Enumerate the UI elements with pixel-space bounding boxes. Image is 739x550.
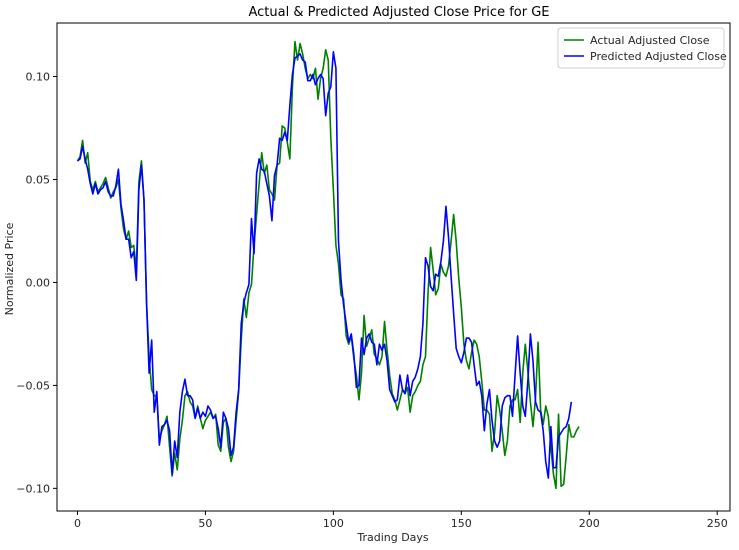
y-tick-label: −0.05 [16, 379, 50, 392]
series-layer [76, 40, 580, 490]
y-tick-label: 0.00 [26, 276, 51, 289]
legend-label: Actual Adjusted Close [590, 34, 710, 47]
legend: Actual Adjusted Close Predicted Adjusted … [557, 27, 727, 69]
legend-box [557, 27, 725, 69]
series-line-predicted [76, 51, 573, 479]
x-tick-label: 150 [451, 517, 472, 530]
x-tick-label: 250 [707, 517, 728, 530]
y-tick-label: 0.10 [26, 71, 51, 84]
chart-title: Actual & Predicted Adjusted Close Price … [249, 5, 550, 20]
x-tick-label: 0 [74, 517, 81, 530]
y-tick-label: 0.05 [26, 173, 51, 186]
y-tick-label: −0.10 [16, 482, 50, 495]
plot-frame [56, 22, 731, 512]
legend-label: Predicted Adjusted Close [590, 50, 727, 63]
y-axis-ticks: −0.10 −0.05 0.00 0.05 0.10 [16, 71, 57, 495]
x-tick-label: 100 [323, 517, 344, 530]
x-tick-label: 200 [579, 517, 600, 530]
x-axis-label: Trading Days [356, 531, 429, 544]
x-tick-label: 50 [198, 517, 212, 530]
x-axis-ticks: 0 50 100 150 200 250 [74, 511, 728, 530]
y-axis-label: Normalized Price [3, 222, 16, 315]
